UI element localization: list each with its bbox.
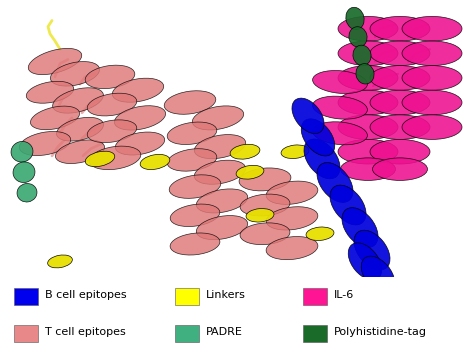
Ellipse shape xyxy=(306,227,334,240)
Ellipse shape xyxy=(281,145,309,158)
Ellipse shape xyxy=(338,115,398,139)
Ellipse shape xyxy=(340,158,395,180)
Ellipse shape xyxy=(11,142,33,162)
Ellipse shape xyxy=(370,66,430,90)
Ellipse shape xyxy=(48,255,73,268)
Ellipse shape xyxy=(85,65,135,89)
Ellipse shape xyxy=(240,194,290,216)
FancyBboxPatch shape xyxy=(14,288,38,305)
Ellipse shape xyxy=(402,16,462,41)
Ellipse shape xyxy=(194,135,246,158)
Ellipse shape xyxy=(239,168,291,191)
Ellipse shape xyxy=(266,237,318,260)
Ellipse shape xyxy=(402,115,462,139)
Ellipse shape xyxy=(114,106,165,130)
Ellipse shape xyxy=(370,115,430,139)
Text: Linkers: Linkers xyxy=(206,290,246,300)
Ellipse shape xyxy=(338,139,398,164)
Ellipse shape xyxy=(312,122,367,145)
Ellipse shape xyxy=(304,139,340,179)
Ellipse shape xyxy=(87,120,137,143)
FancyBboxPatch shape xyxy=(303,288,327,305)
Ellipse shape xyxy=(196,189,248,213)
Ellipse shape xyxy=(53,88,103,113)
Ellipse shape xyxy=(167,122,217,145)
FancyBboxPatch shape xyxy=(303,325,327,342)
Ellipse shape xyxy=(30,106,80,130)
Ellipse shape xyxy=(56,117,103,141)
Ellipse shape xyxy=(169,175,221,198)
Ellipse shape xyxy=(140,154,170,170)
Text: T cell epitopes: T cell epitopes xyxy=(45,327,126,337)
Ellipse shape xyxy=(87,93,137,116)
Ellipse shape xyxy=(317,163,353,202)
Ellipse shape xyxy=(361,256,395,293)
Ellipse shape xyxy=(19,131,71,156)
Text: B cell epitopes: B cell epitopes xyxy=(45,290,127,300)
Ellipse shape xyxy=(301,119,335,156)
Ellipse shape xyxy=(55,140,105,164)
Ellipse shape xyxy=(312,96,367,119)
Ellipse shape xyxy=(292,98,324,134)
Ellipse shape xyxy=(356,64,374,84)
Ellipse shape xyxy=(346,7,364,30)
Text: PADRE: PADRE xyxy=(206,327,243,337)
Ellipse shape xyxy=(26,81,73,103)
Ellipse shape xyxy=(373,158,428,180)
FancyBboxPatch shape xyxy=(175,288,199,305)
Ellipse shape xyxy=(236,165,264,179)
Ellipse shape xyxy=(112,78,164,102)
Ellipse shape xyxy=(194,160,246,184)
Ellipse shape xyxy=(312,71,367,93)
Ellipse shape xyxy=(170,204,220,227)
Text: Polyhistidine-tag: Polyhistidine-tag xyxy=(334,327,427,337)
Ellipse shape xyxy=(348,243,382,280)
Ellipse shape xyxy=(338,41,398,66)
Ellipse shape xyxy=(354,230,390,270)
Ellipse shape xyxy=(349,27,367,47)
Ellipse shape xyxy=(330,185,366,225)
Ellipse shape xyxy=(13,162,35,183)
Ellipse shape xyxy=(402,90,462,115)
Ellipse shape xyxy=(370,41,430,66)
Ellipse shape xyxy=(338,66,398,90)
Ellipse shape xyxy=(17,183,37,202)
Ellipse shape xyxy=(192,106,244,130)
Ellipse shape xyxy=(164,91,216,114)
Ellipse shape xyxy=(338,16,398,41)
Ellipse shape xyxy=(246,209,274,222)
Ellipse shape xyxy=(402,66,462,90)
Ellipse shape xyxy=(89,146,141,170)
Ellipse shape xyxy=(370,16,430,41)
Ellipse shape xyxy=(370,90,430,115)
Ellipse shape xyxy=(170,233,220,255)
Ellipse shape xyxy=(28,48,82,75)
Ellipse shape xyxy=(50,62,100,86)
Ellipse shape xyxy=(342,208,378,247)
Ellipse shape xyxy=(266,181,318,204)
FancyBboxPatch shape xyxy=(175,325,199,342)
Ellipse shape xyxy=(230,144,260,159)
FancyBboxPatch shape xyxy=(14,325,38,342)
Ellipse shape xyxy=(240,223,290,245)
Ellipse shape xyxy=(115,132,164,155)
Ellipse shape xyxy=(370,139,430,164)
Text: IL-6: IL-6 xyxy=(334,290,355,300)
Ellipse shape xyxy=(85,151,115,167)
Ellipse shape xyxy=(266,207,318,230)
Ellipse shape xyxy=(167,149,217,171)
Ellipse shape xyxy=(402,41,462,66)
Ellipse shape xyxy=(353,45,371,65)
Ellipse shape xyxy=(338,90,398,115)
Ellipse shape xyxy=(196,216,248,240)
